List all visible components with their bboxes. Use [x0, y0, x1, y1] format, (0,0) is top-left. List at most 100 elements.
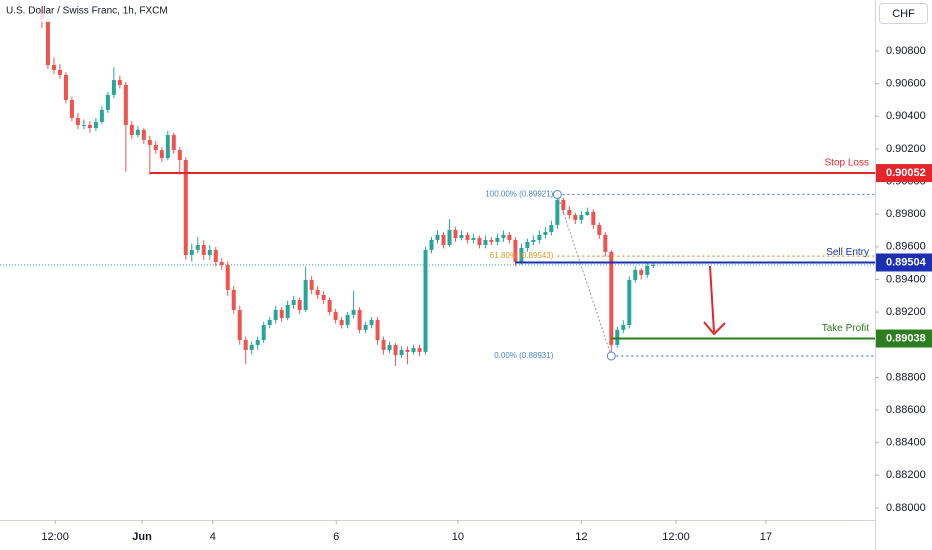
candle-body	[561, 199, 566, 210]
x-tick-label: 12:00	[41, 531, 69, 543]
y-tick-label: 0.88400	[886, 437, 926, 449]
level-price-tag	[876, 253, 932, 272]
candle-body	[279, 309, 284, 318]
candle-body	[579, 215, 584, 220]
candle-body	[45, 19, 50, 66]
candle-body	[177, 150, 182, 161]
candle-body	[219, 261, 224, 265]
y-tick-label: 0.88600	[886, 404, 926, 416]
candle-body	[543, 231, 548, 235]
candle-body	[615, 329, 620, 345]
candle-body	[423, 249, 428, 352]
y-tick-label: 0.90400	[886, 110, 926, 122]
candle-body	[291, 300, 296, 305]
candle-body	[99, 109, 104, 122]
level-price-label: 0.89504	[886, 256, 927, 268]
level-price-tag	[876, 329, 932, 348]
y-tick-label: 0.89800	[886, 208, 926, 220]
candle-body	[471, 238, 476, 240]
y-tick-label: 0.89400	[886, 273, 926, 285]
candle-body	[567, 209, 572, 216]
currency-box[interactable]	[879, 3, 928, 24]
candle-body	[231, 289, 236, 310]
candle-body	[459, 234, 464, 239]
candle-body	[165, 135, 170, 159]
x-tick-label: 4	[210, 531, 216, 543]
candle-body	[333, 311, 338, 320]
x-tick-label: Jun	[132, 531, 152, 543]
arrow-shaft	[709, 265, 715, 333]
candle-body	[435, 234, 440, 240]
fib-anchor	[606, 351, 616, 361]
fib-label: 0.00% (0.88931)	[494, 351, 553, 360]
candle-body	[213, 249, 218, 262]
y-tick-label: 0.90600	[886, 78, 926, 90]
level-name: Take Profit	[822, 323, 869, 334]
fib-trend	[556, 194, 612, 357]
candle-body	[87, 124, 92, 129]
candle-body	[555, 199, 560, 225]
candle-body	[537, 234, 542, 240]
candle-body	[465, 234, 470, 240]
y-tick-label: 0.88800	[886, 371, 926, 383]
candle-body	[447, 230, 452, 246]
candle-body	[417, 347, 422, 352]
candle-body	[351, 309, 356, 315]
candle-body	[129, 124, 134, 136]
candle-body	[189, 249, 194, 255]
level-price-label: 0.89038	[886, 332, 926, 344]
candle-body	[195, 245, 200, 250]
candle-body	[597, 224, 602, 235]
candle-body	[339, 319, 344, 325]
candle-body	[63, 74, 68, 100]
plot-area: 100.00% (0.89921) 61.80% (0.89543) 0.00% (…	[0, 0, 875, 366]
candle-body	[363, 324, 368, 330]
candle-body	[141, 129, 146, 140]
candle-body	[573, 215, 578, 220]
candle-body	[315, 289, 320, 295]
candle-body	[183, 160, 188, 255]
candle-body	[621, 324, 626, 330]
candle-body	[321, 294, 326, 301]
candle-body	[117, 80, 122, 85]
candle-body	[297, 300, 302, 310]
candle-body	[327, 300, 332, 312]
arrow-head	[703, 321, 726, 336]
candle-body	[585, 211, 590, 216]
candle-body	[75, 117, 80, 125]
x-tick-label: 17	[760, 531, 772, 543]
candle-body	[237, 309, 242, 341]
candle-body	[441, 234, 446, 246]
candle-body	[345, 314, 350, 325]
candle-body	[651, 264, 656, 266]
candle-body	[249, 344, 254, 350]
currency-label[interactable]: CHF	[892, 8, 915, 20]
y-tick-label: 0.88000	[886, 502, 926, 514]
candle-body	[387, 344, 392, 350]
y-tick-label: 0.89600	[886, 241, 926, 253]
candle-body	[159, 150, 164, 159]
fib-anchor	[552, 189, 562, 199]
fib-label: 100.00% (0.89921)	[485, 190, 553, 199]
candle-body	[519, 247, 524, 262]
candle-body	[477, 238, 482, 246]
y-tick-label: 0.89200	[886, 306, 926, 318]
x-tick-label: 12:00	[662, 531, 690, 543]
y-tick-label: 0.90200	[886, 143, 926, 155]
candle-body	[255, 340, 260, 345]
candle-body	[267, 319, 272, 325]
candle-body	[633, 269, 638, 280]
candle-body	[135, 129, 140, 136]
candle-body	[81, 124, 86, 126]
candle-body	[525, 241, 530, 248]
candle-body	[303, 279, 308, 310]
candle-body	[369, 319, 374, 325]
candle-body	[591, 211, 596, 225]
candle-body	[513, 239, 518, 262]
candle-body	[399, 349, 404, 356]
candle-body	[507, 234, 512, 240]
candle-body	[171, 135, 176, 151]
